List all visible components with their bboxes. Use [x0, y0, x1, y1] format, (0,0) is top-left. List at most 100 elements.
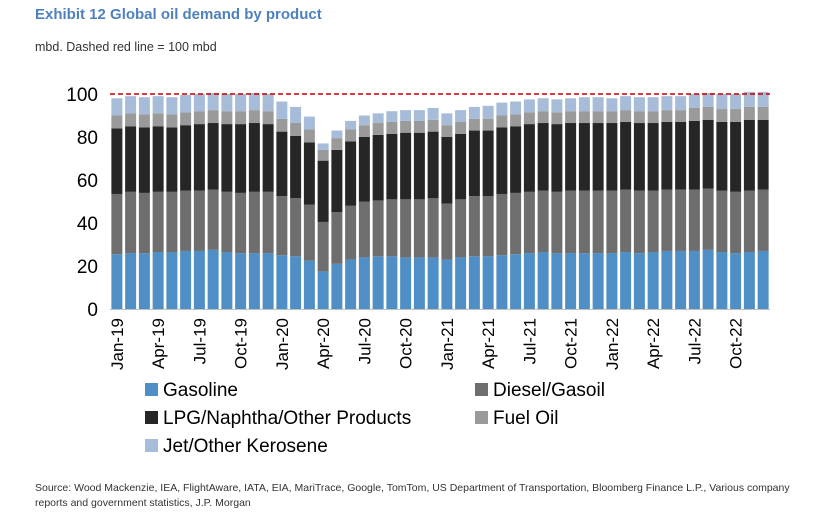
bar-segment: [592, 111, 604, 124]
bar-segment: [166, 127, 178, 192]
bar-segment: [372, 256, 384, 309]
bar-segment: [180, 112, 192, 126]
bar-segment: [675, 121, 687, 190]
bar-segment: [688, 94, 700, 108]
x-tick-label: Apr-19: [149, 318, 168, 369]
legend-label: Diesel/Gasoil: [493, 380, 605, 401]
bar-segment: [331, 138, 343, 150]
bar-segment: [331, 130, 343, 139]
bar-segment: [688, 189, 700, 251]
bar-segment: [523, 191, 535, 254]
y-axis: 0 20 40 60 80 100: [66, 85, 98, 321]
bar-segment: [647, 252, 659, 309]
bar-segment: [400, 110, 412, 121]
bar-segment: [125, 113, 137, 127]
bar-segment: [730, 121, 742, 192]
bar-segment: [468, 256, 480, 309]
bar-segment: [221, 191, 233, 253]
bar-segment: [372, 123, 384, 135]
bar-segment: [290, 135, 302, 199]
bar-segment: [413, 120, 425, 133]
bar-segment: [606, 190, 618, 254]
x-tick-label: Oct-19: [232, 318, 251, 369]
bar-segment: [688, 250, 700, 309]
bar-segment: [345, 129, 357, 142]
bar-segment: [248, 123, 260, 192]
x-tick-label: Jan-19: [108, 318, 127, 370]
chart-subtitle: mbd. Dashed red line = 100 mbd: [35, 40, 217, 54]
bar-segment: [427, 119, 439, 132]
bar-segment: [400, 199, 412, 258]
bar-segment: [523, 253, 535, 309]
bar-segment: [702, 106, 714, 120]
bar-segment: [413, 110, 425, 121]
bar-segment: [193, 190, 205, 251]
bar-segment: [303, 260, 315, 310]
bar-segment: [221, 252, 233, 309]
bar-segment: [125, 191, 137, 254]
bar-segment: [702, 249, 714, 310]
bar-segment: [193, 111, 205, 125]
bar-segment: [372, 134, 384, 201]
bar-segment: [523, 112, 535, 125]
bar-segment: [180, 250, 192, 309]
bar-segment: [455, 121, 467, 134]
bar-segment: [537, 111, 549, 124]
bar-segment: [248, 92, 260, 111]
bar-segment: [427, 107, 439, 120]
x-tick-label: Oct-22: [727, 318, 746, 369]
y-tick-label: 20: [77, 257, 98, 278]
bar-segment: [441, 259, 453, 309]
bar-segment: [235, 124, 247, 193]
bar-segment: [180, 95, 192, 113]
bar-segment: [537, 98, 549, 112]
x-tick-label: Jul-19: [190, 318, 209, 364]
legend-label: Fuel Oil: [493, 408, 558, 429]
bar-segment: [193, 250, 205, 309]
bar-segment: [221, 111, 233, 125]
bar-segment: [510, 114, 522, 127]
bar-segment: [620, 189, 632, 253]
bar-segment: [606, 123, 618, 191]
bar-segment: [125, 96, 137, 114]
bar-segment: [331, 149, 343, 213]
bar-segment: [496, 115, 508, 128]
bar-segment: [180, 190, 192, 251]
bar-segment: [606, 98, 618, 112]
bar-segment: [496, 127, 508, 194]
bar-segment: [565, 253, 577, 309]
legend-swatch: [145, 439, 158, 452]
bar-segment: [647, 123, 659, 191]
bar-segment: [730, 109, 742, 122]
bar-segment: [743, 91, 755, 107]
bar-segment: [592, 253, 604, 309]
bar-segment: [510, 101, 522, 115]
bar-segment: [661, 96, 673, 111]
bar-segment: [400, 257, 412, 309]
bar-segment: [125, 126, 137, 192]
bar-segment: [317, 149, 329, 161]
bar-segment: [303, 142, 315, 205]
bar-segment: [441, 203, 453, 260]
bar-segment: [303, 204, 315, 261]
bar-segment: [578, 123, 590, 191]
bar-segment: [551, 124, 563, 192]
legend-swatch: [475, 383, 488, 396]
bar-segment: [565, 190, 577, 254]
x-tick-label: Oct-21: [562, 318, 581, 369]
x-tick-label: Apr-21: [479, 318, 498, 369]
source-note: Source: Wood Mackenzie, IEA, FlightAware…: [35, 482, 790, 509]
bar-segment: [565, 98, 577, 112]
y-tick-label: 40: [77, 214, 98, 235]
bar-segment: [757, 189, 769, 251]
bar-segment: [276, 131, 288, 197]
bar-segment: [675, 189, 687, 251]
bar-segment: [537, 123, 549, 191]
bar-segment: [688, 120, 700, 190]
bar-segment: [743, 106, 755, 120]
bar-segment: [578, 97, 590, 112]
bar-segment: [455, 257, 467, 309]
bar-segment: [633, 253, 645, 309]
bar-segment: [207, 110, 219, 124]
